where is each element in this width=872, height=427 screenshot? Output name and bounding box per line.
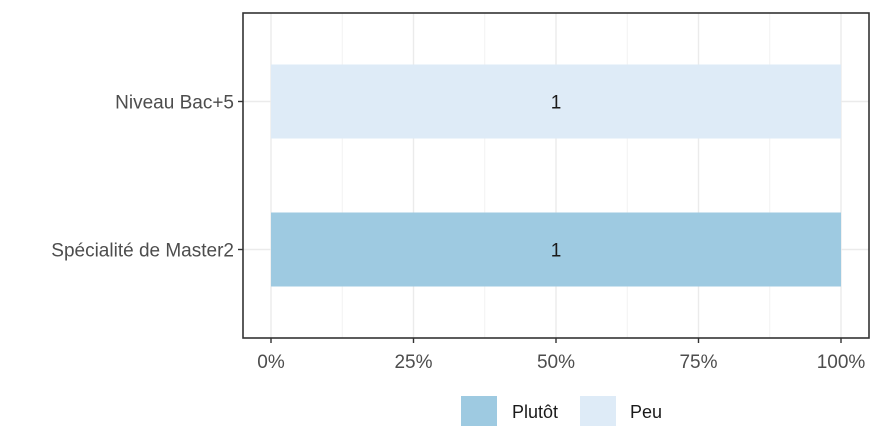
bar-plut-t-0 xyxy=(271,212,841,287)
bar-value-label: 1 xyxy=(551,93,562,114)
grid-lines xyxy=(243,13,869,338)
x-tick-label: 75% xyxy=(679,352,717,373)
bars: 11 xyxy=(271,64,841,287)
x-tick-label: 50% xyxy=(537,352,575,373)
y-category-label: Niveau Bac+5 xyxy=(115,93,234,114)
legend-swatch xyxy=(461,396,497,426)
legend: Plutôt Peu xyxy=(461,396,662,426)
legend-item-plut-t: Plutôt xyxy=(461,396,558,426)
x-tick-label: 25% xyxy=(394,352,432,373)
bar-value-label: 1 xyxy=(551,241,562,262)
legend-label: Plutôt xyxy=(512,402,558,422)
legend-label: Peu xyxy=(630,402,662,422)
x-tick-label: 0% xyxy=(257,352,285,373)
bar-peu-1 xyxy=(271,64,841,139)
legend-swatch xyxy=(580,396,616,426)
y-category-label: Spécialité de Master2 xyxy=(51,241,234,262)
x-tick-label: 100% xyxy=(817,352,866,373)
axes: Spécialité de Master2 Niveau Bac+5 0% 25% 50… xyxy=(51,93,865,374)
legend-item-peu: Peu xyxy=(580,396,662,426)
